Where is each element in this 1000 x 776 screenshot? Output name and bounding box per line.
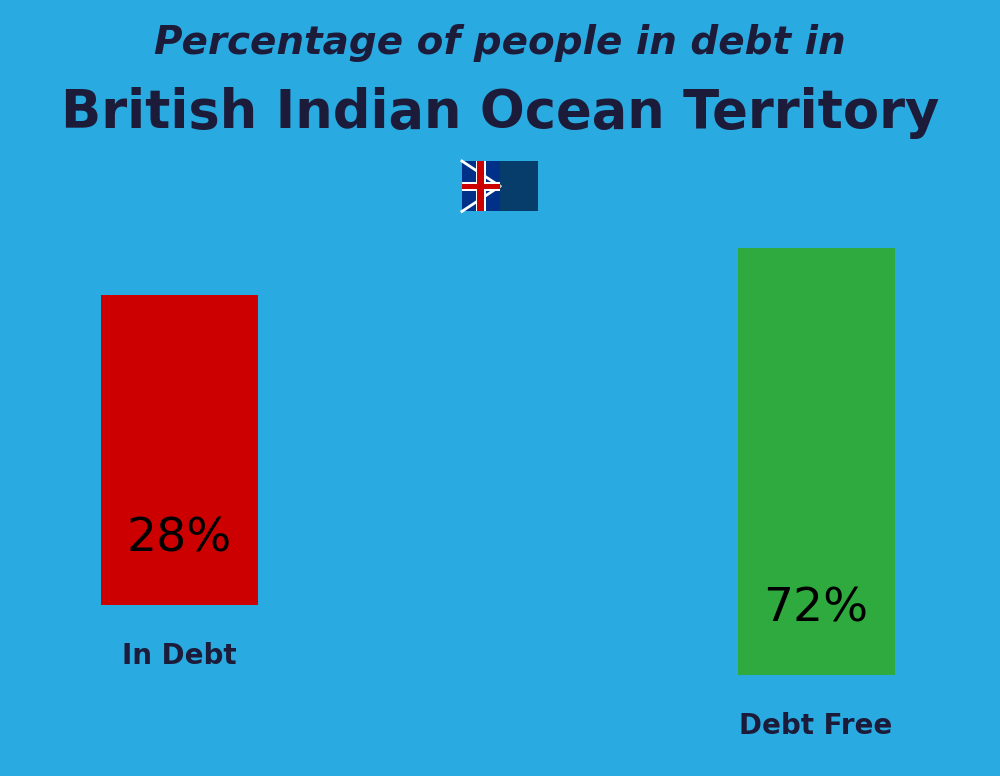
Bar: [477, 161, 484, 211]
Bar: [462, 184, 500, 189]
Text: 28%: 28%: [127, 517, 232, 562]
Bar: [738, 248, 895, 675]
Text: 72%: 72%: [763, 587, 869, 632]
Text: Debt Free: Debt Free: [739, 712, 893, 740]
Bar: [462, 161, 538, 211]
Text: British Indian Ocean Territory: British Indian Ocean Territory: [61, 86, 939, 139]
Text: In Debt: In Debt: [122, 642, 237, 670]
Bar: [101, 295, 258, 605]
Bar: [476, 161, 486, 211]
Text: Percentage of people in debt in: Percentage of people in debt in: [154, 24, 846, 61]
Bar: [462, 182, 500, 191]
Bar: [500, 161, 538, 211]
